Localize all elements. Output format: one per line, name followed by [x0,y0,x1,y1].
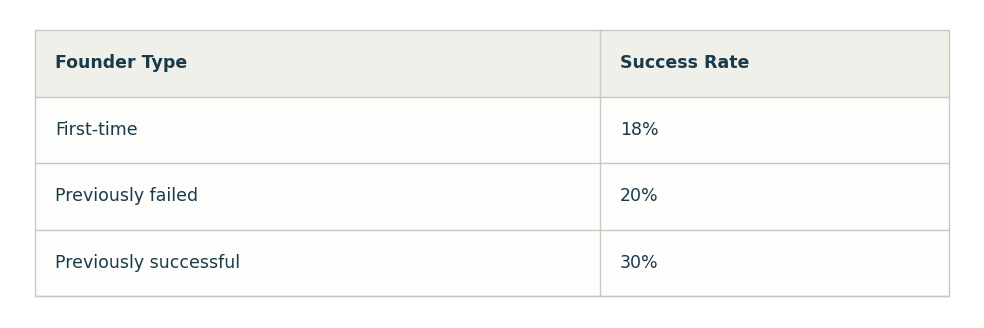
Text: Previously successful: Previously successful [55,254,240,272]
Text: Previously failed: Previously failed [55,187,198,205]
Bar [35,230,949,296]
Text: Success Rate: Success Rate [620,54,750,72]
Bar [35,30,949,96]
Text: First-time: First-time [55,121,138,139]
Text: 30%: 30% [620,254,658,272]
Bar [35,163,949,230]
Text: 20%: 20% [620,187,658,205]
Bar [35,30,949,296]
Bar [35,96,949,163]
Text: 18%: 18% [620,121,658,139]
Text: Founder Type: Founder Type [55,54,187,72]
